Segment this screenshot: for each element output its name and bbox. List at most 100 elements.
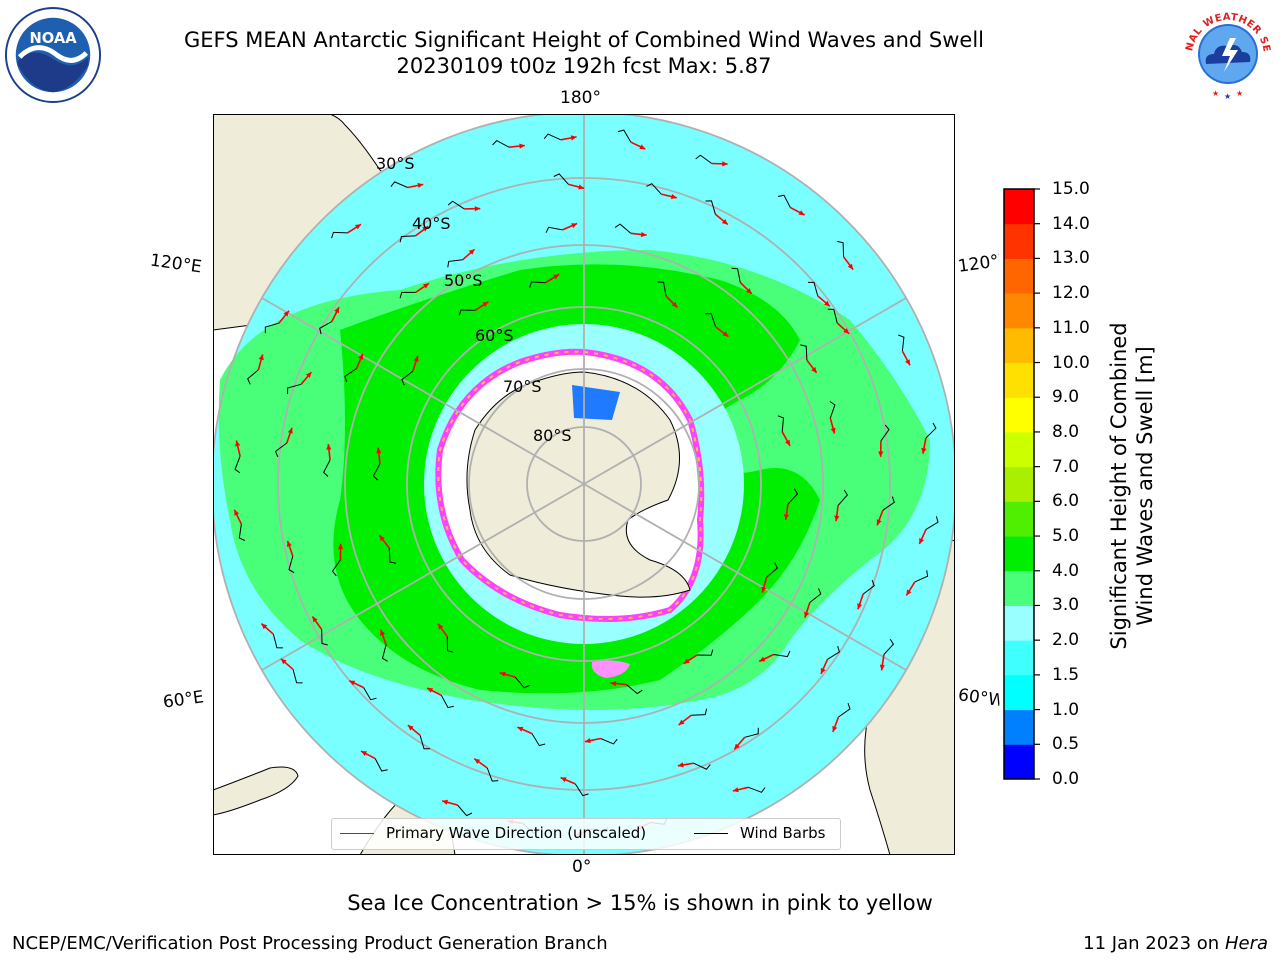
wind-barb [274,442,288,458]
wave-arrow-head [785,439,790,446]
wave-arrow-head [380,629,385,636]
wind-barb [447,259,463,268]
wave-arrow-head [820,667,826,674]
colorbar-tick-label: 12.0 [1052,283,1090,304]
wind-barb [800,344,808,361]
footer-credit: NCEP/EMC/Verification Post Processing Pr… [12,933,608,954]
lon-label-0: 0° [572,857,592,877]
colorbar-tick-label: 10.0 [1052,352,1090,373]
wind-barb [827,645,840,660]
wave-arrow-head [287,427,293,434]
wave-arrow-head [283,310,289,317]
wave-arrow-head [560,777,567,783]
wave-arrow-head [830,427,836,434]
wind-barb [646,183,662,195]
wave-arrow-head [639,144,646,150]
legend-item-wind-barbs: Wind Barbs [694,824,825,842]
wind-barb [447,200,465,210]
wave-arrow-head [474,758,481,764]
wave-arrow-head [427,688,434,693]
wave-arrow-head [919,538,924,544]
wave-arrow-head [355,224,361,230]
colorbar-band [1004,709,1034,745]
colorbar-band [1004,258,1034,294]
wind-barb [705,313,717,328]
wave-arrow-head [671,301,678,308]
wave-arrow-head [334,307,339,314]
wind-barb [766,562,778,578]
polar-map: 30°S 40°S 50°S 60°S 70°S 80°S [213,114,955,855]
wind-barb [808,281,819,297]
wind-barb [287,383,302,394]
lat-label-40s: 40°S [412,214,451,233]
wind-barb [829,401,836,419]
wave-arrow-head [422,226,429,232]
wave-arrow-head [442,799,448,805]
wind-barb [363,687,377,701]
wave-arrow-head [423,283,429,289]
footer-date-text: 11 Jan 2023 on [1083,933,1225,954]
wave-arrow-head [358,353,364,360]
colorbar-band [1004,744,1034,780]
wave-arrow-head [610,681,617,687]
footer-machine: Hera [1224,933,1268,954]
colorbar-tick-label: 9.0 [1052,387,1080,408]
sea-ice-note: Sea Ice Concentration > 15% is shown in … [347,891,933,915]
colorbar-tick-label: 4.0 [1052,560,1080,581]
wave-arrow-head [376,447,382,454]
wave-arrow-head [746,288,752,294]
wind-barb [787,488,799,505]
colorbar-label: Significant Height of Combined Wind Wave… [1107,322,1156,649]
colorbar-tick-label: 11.0 [1052,317,1090,338]
wave-arrow-head [906,589,912,596]
wave-arrow-head [732,787,739,793]
wave-arrow-head [677,762,684,768]
wave-arrow-head [804,611,810,618]
colorbar-tick-label: 0.5 [1052,734,1080,755]
wind-barb [458,309,475,316]
legend-wave-label: Primary Wave Direction (unscaled) [386,824,647,842]
colorbar-tick-label: 15.0 [1052,179,1090,199]
wind-barb [388,547,397,564]
wind-barb [331,559,341,577]
colorbar-tick-label: 1.5 [1052,664,1080,685]
wind-barb [837,489,849,506]
lon-label-120e: 120°E [148,250,203,278]
svg-text:★: ★ [1236,89,1243,98]
wind-barb [748,786,766,793]
noaa-logo: NOAA [4,6,102,104]
wave-arrow-head [468,249,475,255]
wave-arrow-head [349,680,356,686]
wind-barb [292,669,303,684]
wave-arrow-head [517,726,524,732]
wind-barb [486,767,499,782]
wave-arrow-head [921,447,927,454]
wind-barb [374,758,388,772]
nws-logo: NATIONAL WEATHER SERVICE ★ ★ ★ [1178,2,1276,101]
lon-label-120w: 120°W [956,251,1002,277]
wind-barb [399,235,416,243]
wave-arrow-head [905,359,910,366]
map-legend: Primary Wave Direction (unscaled) Wind B… [331,818,841,850]
colorbar-band [1004,397,1034,433]
wind-barb [440,695,454,709]
wind-barb [600,738,618,745]
wind-barb [837,240,845,257]
wave-arrow-head [876,519,882,526]
wind-barb [492,139,510,148]
wind-barb [827,308,838,324]
wind-barb [238,524,246,541]
wind-barb [531,733,546,747]
wind-barb [399,291,416,299]
colorbar-tick-label: 8.0 [1052,421,1080,442]
wind-barb [543,133,562,141]
wind-barb [319,321,333,335]
lat-label-80s: 80°S [533,426,572,445]
wave-arrow-head [798,210,805,215]
wave-arrow-head [640,231,647,238]
wind-barb [529,281,546,288]
wind-barb [705,200,716,215]
wave-arrow-head [824,300,830,307]
lon-label-60w: 60°W [956,685,1002,711]
wave-arrow-head [847,263,854,270]
